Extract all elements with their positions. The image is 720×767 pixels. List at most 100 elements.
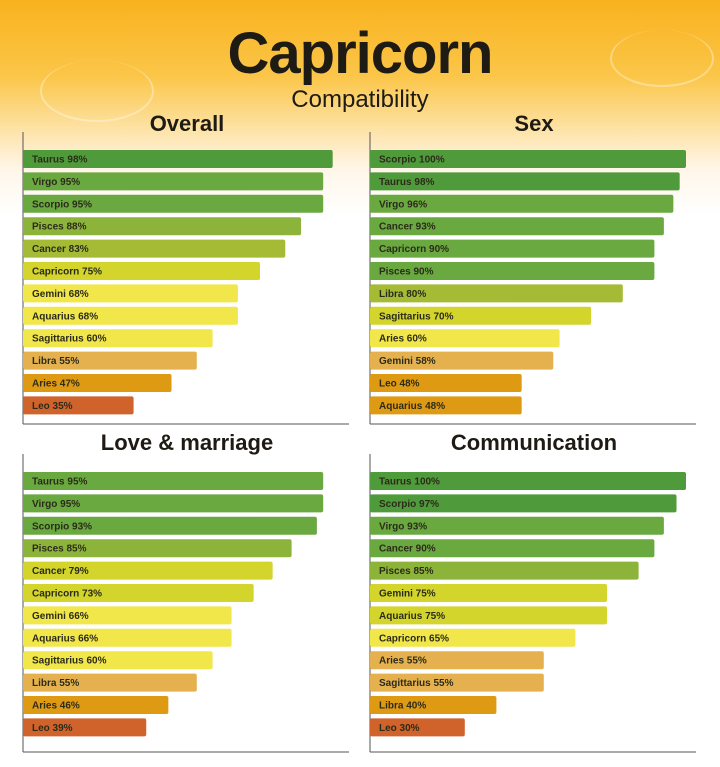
bar-label-love-marriage-capricorn: Capricorn 73% (32, 589, 102, 600)
bar-sex-cancer (370, 217, 664, 236)
bar-sex-aries (370, 329, 560, 348)
bar-label-overall-pisces: Pisces 88% (32, 222, 87, 233)
bar-label-sex-cancer: Cancer 93% (379, 222, 436, 233)
bar-label-overall-sagittarius: Sagittarius 60% (32, 334, 107, 345)
bar-overall-leo (23, 396, 134, 415)
bar-sex-leo (370, 374, 522, 392)
bar-label-communication-gemini: Gemini 75% (379, 589, 436, 600)
bar-label-sex-taurus: Taurus 98% (379, 177, 434, 188)
page-title: Capricorn (227, 21, 494, 86)
bar-label-sex-aquarius: Aquarius 48% (379, 401, 445, 412)
bar-love-marriage-libra (23, 673, 197, 692)
bar-label-sex-aries: Aries 60% (379, 334, 427, 345)
bar-label-love-marriage-libra: Libra 55% (32, 678, 79, 689)
bar-love-marriage-sagittarius (23, 651, 213, 670)
bar-sex-libra (370, 284, 623, 303)
panel-title-overall: Overall (149, 111, 225, 136)
bar-love-marriage-aquarius (23, 628, 232, 647)
bar-overall-sagittarius (23, 329, 213, 348)
bar-love-marriage-aries (23, 696, 169, 714)
bar-label-love-marriage-cancer: Cancer 79% (32, 566, 89, 577)
bar-label-love-marriage-aquarius: Aquarius 66% (32, 633, 98, 644)
bar-overall-aquarius (23, 306, 238, 325)
bar-label-overall-taurus: Taurus 98% (32, 155, 87, 166)
bar-label-overall-libra: Libra 55% (32, 356, 79, 367)
bar-overall-gemini (23, 284, 238, 303)
bar-label-love-marriage-scorpio: Scorpio 93% (32, 521, 92, 532)
bar-communication-leo (370, 718, 465, 737)
page-subtitle: Compatibility (291, 86, 429, 113)
bar-label-communication-aquarius: Aquarius 75% (379, 611, 445, 622)
bar-love-marriage-virgo (23, 494, 324, 513)
bar-label-overall-scorpio: Scorpio 95% (32, 199, 92, 210)
bar-communication-cancer (370, 539, 655, 558)
bar-overall-taurus (23, 150, 333, 168)
bar-communication-taurus (370, 472, 686, 490)
bar-sex-virgo (370, 194, 674, 213)
bar-label-sex-scorpio: Scorpio 100% (379, 155, 445, 166)
bar-sex-scorpio (370, 150, 686, 168)
panel-title-sex: Sex (514, 111, 554, 136)
bar-communication-virgo (370, 516, 664, 535)
bar-label-love-marriage-pisces: Pisces 85% (32, 544, 87, 555)
bar-overall-scorpio (23, 194, 324, 213)
bar-love-marriage-scorpio (23, 516, 317, 535)
bar-label-communication-cancer: Cancer 90% (379, 544, 436, 555)
bar-label-sex-pisces: Pisces 90% (379, 267, 434, 278)
bar-love-marriage-cancer (23, 561, 273, 580)
bar-label-communication-sagittarius: Sagittarius 55% (379, 678, 454, 689)
bar-label-communication-scorpio: Scorpio 97% (379, 499, 439, 510)
bar-label-overall-capricorn: Capricorn 75% (32, 267, 102, 278)
bar-communication-pisces (370, 561, 639, 580)
bar-sex-pisces (370, 262, 655, 280)
bar-communication-gemini (370, 584, 607, 602)
bar-label-communication-capricorn: Capricorn 65% (379, 633, 449, 644)
bar-label-love-marriage-leo: Leo 39% (32, 723, 73, 734)
bar-label-overall-virgo: Virgo 95% (32, 177, 80, 188)
bar-label-communication-taurus: Taurus 100% (379, 477, 440, 488)
bar-label-overall-gemini: Gemini 68% (32, 289, 89, 300)
bar-label-overall-cancer: Cancer 83% (32, 244, 89, 255)
bar-communication-scorpio (370, 494, 677, 513)
bar-label-love-marriage-sagittarius: Sagittarius 60% (32, 656, 107, 667)
bar-communication-sagittarius (370, 673, 544, 692)
bar-overall-virgo (23, 172, 324, 191)
panel-title-communication: Communication (450, 430, 618, 455)
bar-label-overall-aquarius: Aquarius 68% (32, 311, 98, 322)
bar-communication-aries (370, 651, 544, 670)
bar-label-communication-pisces: Pisces 85% (379, 566, 434, 577)
bar-label-love-marriage-gemini: Gemini 66% (32, 611, 89, 622)
bar-sex-gemini (370, 351, 554, 370)
panel-title-love-marriage: Love & marriage (100, 430, 274, 455)
bar-overall-libra (23, 351, 197, 370)
libra-scale-decoration-right (610, 30, 714, 87)
bar-label-love-marriage-aries: Aries 46% (32, 701, 80, 712)
bar-sex-taurus (370, 172, 680, 191)
bar-label-sex-gemini: Gemini 58% (379, 356, 436, 367)
bar-label-sex-leo: Leo 48% (379, 379, 420, 390)
bar-communication-libra (370, 696, 497, 714)
bar-love-marriage-taurus (23, 472, 324, 490)
bar-label-love-marriage-taurus: Taurus 95% (32, 477, 87, 488)
bar-sex-capricorn (370, 239, 655, 258)
bar-label-overall-aries: Aries 47% (32, 379, 80, 390)
bar-love-marriage-capricorn (23, 584, 254, 602)
bar-love-marriage-leo (23, 718, 147, 737)
bar-overall-cancer (23, 239, 286, 258)
bar-label-sex-sagittarius: Sagittarius 70% (379, 311, 454, 322)
bar-label-communication-aries: Aries 55% (379, 656, 427, 667)
bar-love-marriage-gemini (23, 606, 232, 625)
bar-label-sex-libra: Libra 80% (379, 289, 426, 300)
bar-label-sex-virgo: Virgo 96% (379, 199, 427, 210)
bar-label-communication-leo: Leo 30% (379, 723, 420, 734)
bar-communication-capricorn (370, 628, 576, 647)
bar-communication-aquarius (370, 606, 607, 625)
bar-overall-aries (23, 374, 172, 392)
bar-sex-sagittarius (370, 306, 592, 325)
bar-sex-aquarius (370, 396, 522, 415)
bar-label-communication-libra: Libra 40% (379, 701, 426, 712)
bar-overall-capricorn (23, 262, 260, 280)
bar-label-communication-virgo: Virgo 93% (379, 521, 427, 532)
bar-overall-pisces (23, 217, 302, 236)
